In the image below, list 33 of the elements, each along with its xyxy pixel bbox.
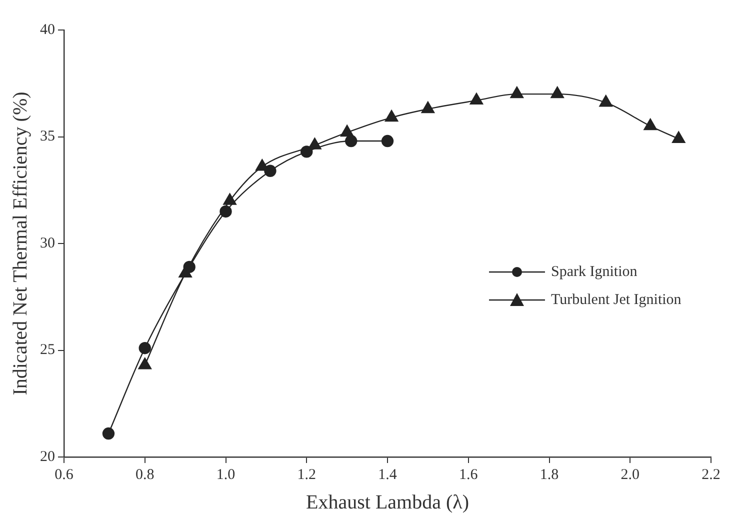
point [340, 124, 354, 137]
y-tick-label: 25 [40, 342, 55, 358]
point [510, 86, 524, 98]
y-axis-title: Indicated Net Thermal Efficiency (%) [9, 92, 32, 396]
x-tick-label: 1.0 [216, 466, 236, 483]
point [421, 101, 435, 114]
x-tick-label: 2.0 [620, 466, 640, 483]
x-tick-label: 2.2 [702, 466, 720, 483]
x-tick-label: 1.4 [378, 466, 398, 483]
point [470, 92, 484, 105]
point [223, 193, 236, 205]
point [384, 110, 398, 122]
legend-label: Spark Ignition [551, 264, 638, 281]
y-tick-label: 30 [40, 235, 55, 252]
x-axis-title: Exhaust Lambda (λ) [306, 491, 469, 514]
point [599, 94, 613, 107]
point [183, 260, 196, 274]
y-tick-label: 35 [40, 128, 55, 145]
point [102, 427, 115, 440]
legend-label: Turbulent Jet Ignition [551, 292, 682, 309]
point [138, 358, 152, 370]
x-tick-label: 1.2 [297, 466, 316, 483]
y-tick-label: 20 [40, 448, 55, 465]
point [138, 342, 151, 354]
y-tick-label: 40 [40, 22, 55, 38]
x-tick-label: 1.8 [540, 466, 559, 483]
point [220, 205, 232, 218]
x-tick-label: 0.8 [136, 466, 154, 483]
point [550, 86, 564, 98]
point [644, 118, 658, 130]
point [672, 131, 686, 143]
x-tick-label: 1.6 [459, 466, 478, 483]
x-tick-label: 0.6 [54, 466, 74, 483]
